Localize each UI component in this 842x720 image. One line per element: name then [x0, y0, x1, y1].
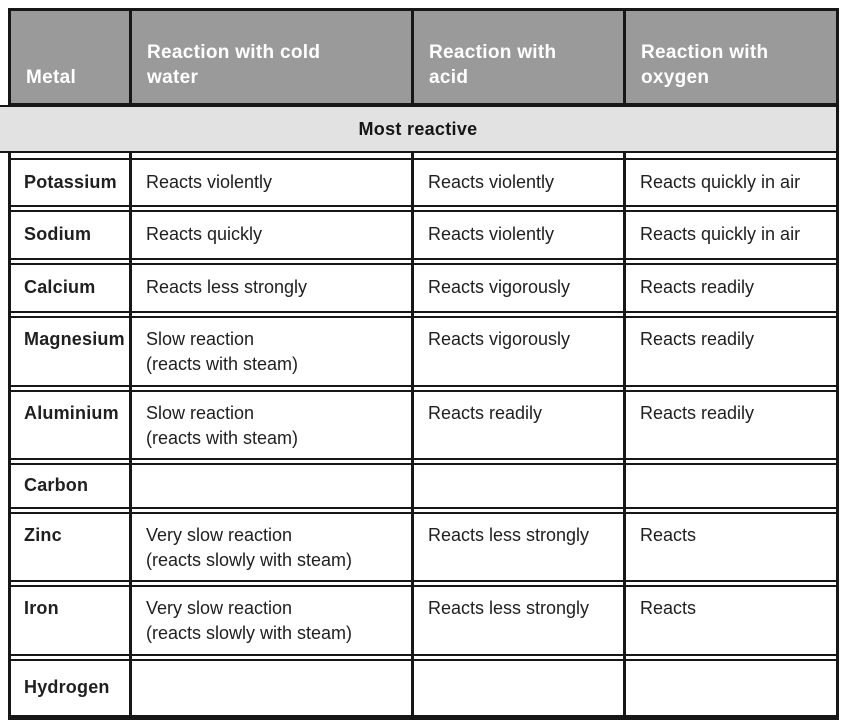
most-reactive-banner: Most reactive	[0, 105, 839, 153]
oxygen-cell	[626, 465, 836, 507]
cold-water-cell: Very slow reaction (reacts slowly with s…	[146, 525, 353, 571]
acid-cell: Reacts vigorously	[428, 329, 571, 349]
acid-cell: Reacts violently	[428, 171, 555, 192]
column-divider	[411, 11, 414, 717]
table-body: Potassium Reacts violently Reacts violentl…	[11, 158, 836, 717]
metal-name-cell: Iron	[24, 598, 59, 618]
oxygen-cell: Reacts	[640, 598, 697, 618]
table-row: Carbon	[11, 463, 836, 509]
table-row: Zinc Very slow reaction (reacts slowly wi…	[11, 512, 836, 582]
table-row: Sodium Reacts quickly Reacts violently Reac…	[11, 210, 836, 260]
most-reactive-label: Most reactive	[358, 118, 478, 139]
column-header-cold-water: Reaction with cold water	[132, 11, 414, 103]
table-row: Magnesium Slow reaction (reacts with stea…	[11, 316, 836, 387]
acid-cell: Reacts vigorously	[428, 277, 571, 298]
metal-name-cell: Potassium	[24, 171, 117, 192]
acid-cell	[414, 661, 626, 715]
oxygen-cell: Reacts readily	[640, 403, 755, 423]
cold-water-cell: Slow reaction (reacts with steam)	[146, 329, 299, 375]
cold-water-cell	[132, 465, 414, 507]
column-divider	[129, 11, 132, 717]
metal-name-cell: Zinc	[24, 525, 62, 545]
table-row: Iron Very slow reaction (reacts slowly wi…	[11, 585, 836, 656]
acid-cell: Reacts less strongly	[428, 598, 590, 618]
column-header-metal: Metal	[11, 11, 132, 103]
cold-water-cell: Very slow reaction (reacts slowly with s…	[146, 598, 353, 644]
oxygen-cell: Reacts readily	[640, 277, 755, 298]
column-divider	[623, 11, 626, 717]
cold-water-cell: Reacts quickly	[146, 224, 263, 245]
table-row: Calcium Reacts less strongly Reacts vigoro…	[11, 263, 836, 313]
metal-name-cell: Calcium	[24, 277, 96, 298]
cold-water-cell: Reacts violently	[146, 171, 273, 192]
metal-name-cell: Aluminium	[24, 403, 119, 423]
acid-cell: Reacts less strongly	[428, 525, 590, 545]
table-row: Potassium Reacts violently Reacts violentl…	[11, 158, 836, 207]
cold-water-cell: Slow reaction (reacts with steam)	[146, 403, 299, 449]
metal-name-cell: Carbon	[24, 475, 89, 496]
metal-name-cell: Sodium	[24, 224, 92, 245]
oxygen-cell: Reacts readily	[640, 329, 755, 349]
acid-cell	[414, 465, 626, 507]
acid-cell: Reacts violently	[428, 224, 555, 245]
table-row: Hydrogen	[11, 659, 836, 717]
oxygen-cell: Reacts	[640, 525, 697, 545]
column-header-oxygen: Reaction with oxygen	[626, 11, 836, 103]
oxygen-cell: Reacts quickly in air	[640, 224, 801, 245]
oxygen-cell	[626, 661, 836, 715]
table-row: Aluminium Slow reaction (reacts with stea…	[11, 390, 836, 460]
metal-name-cell: Magnesium	[24, 329, 125, 349]
table-header-row: Metal Reaction with cold water Reaction …	[11, 11, 836, 105]
cold-water-cell: Reacts less strongly	[146, 277, 308, 298]
column-header-acid: Reaction with acid	[414, 11, 626, 103]
metal-name-cell: Hydrogen	[24, 677, 110, 698]
table-frame: Metal Reaction with cold water Reaction …	[8, 8, 839, 720]
oxygen-cell: Reacts quickly in air	[640, 171, 801, 192]
acid-cell: Reacts readily	[428, 403, 543, 423]
cold-water-cell	[132, 661, 414, 715]
